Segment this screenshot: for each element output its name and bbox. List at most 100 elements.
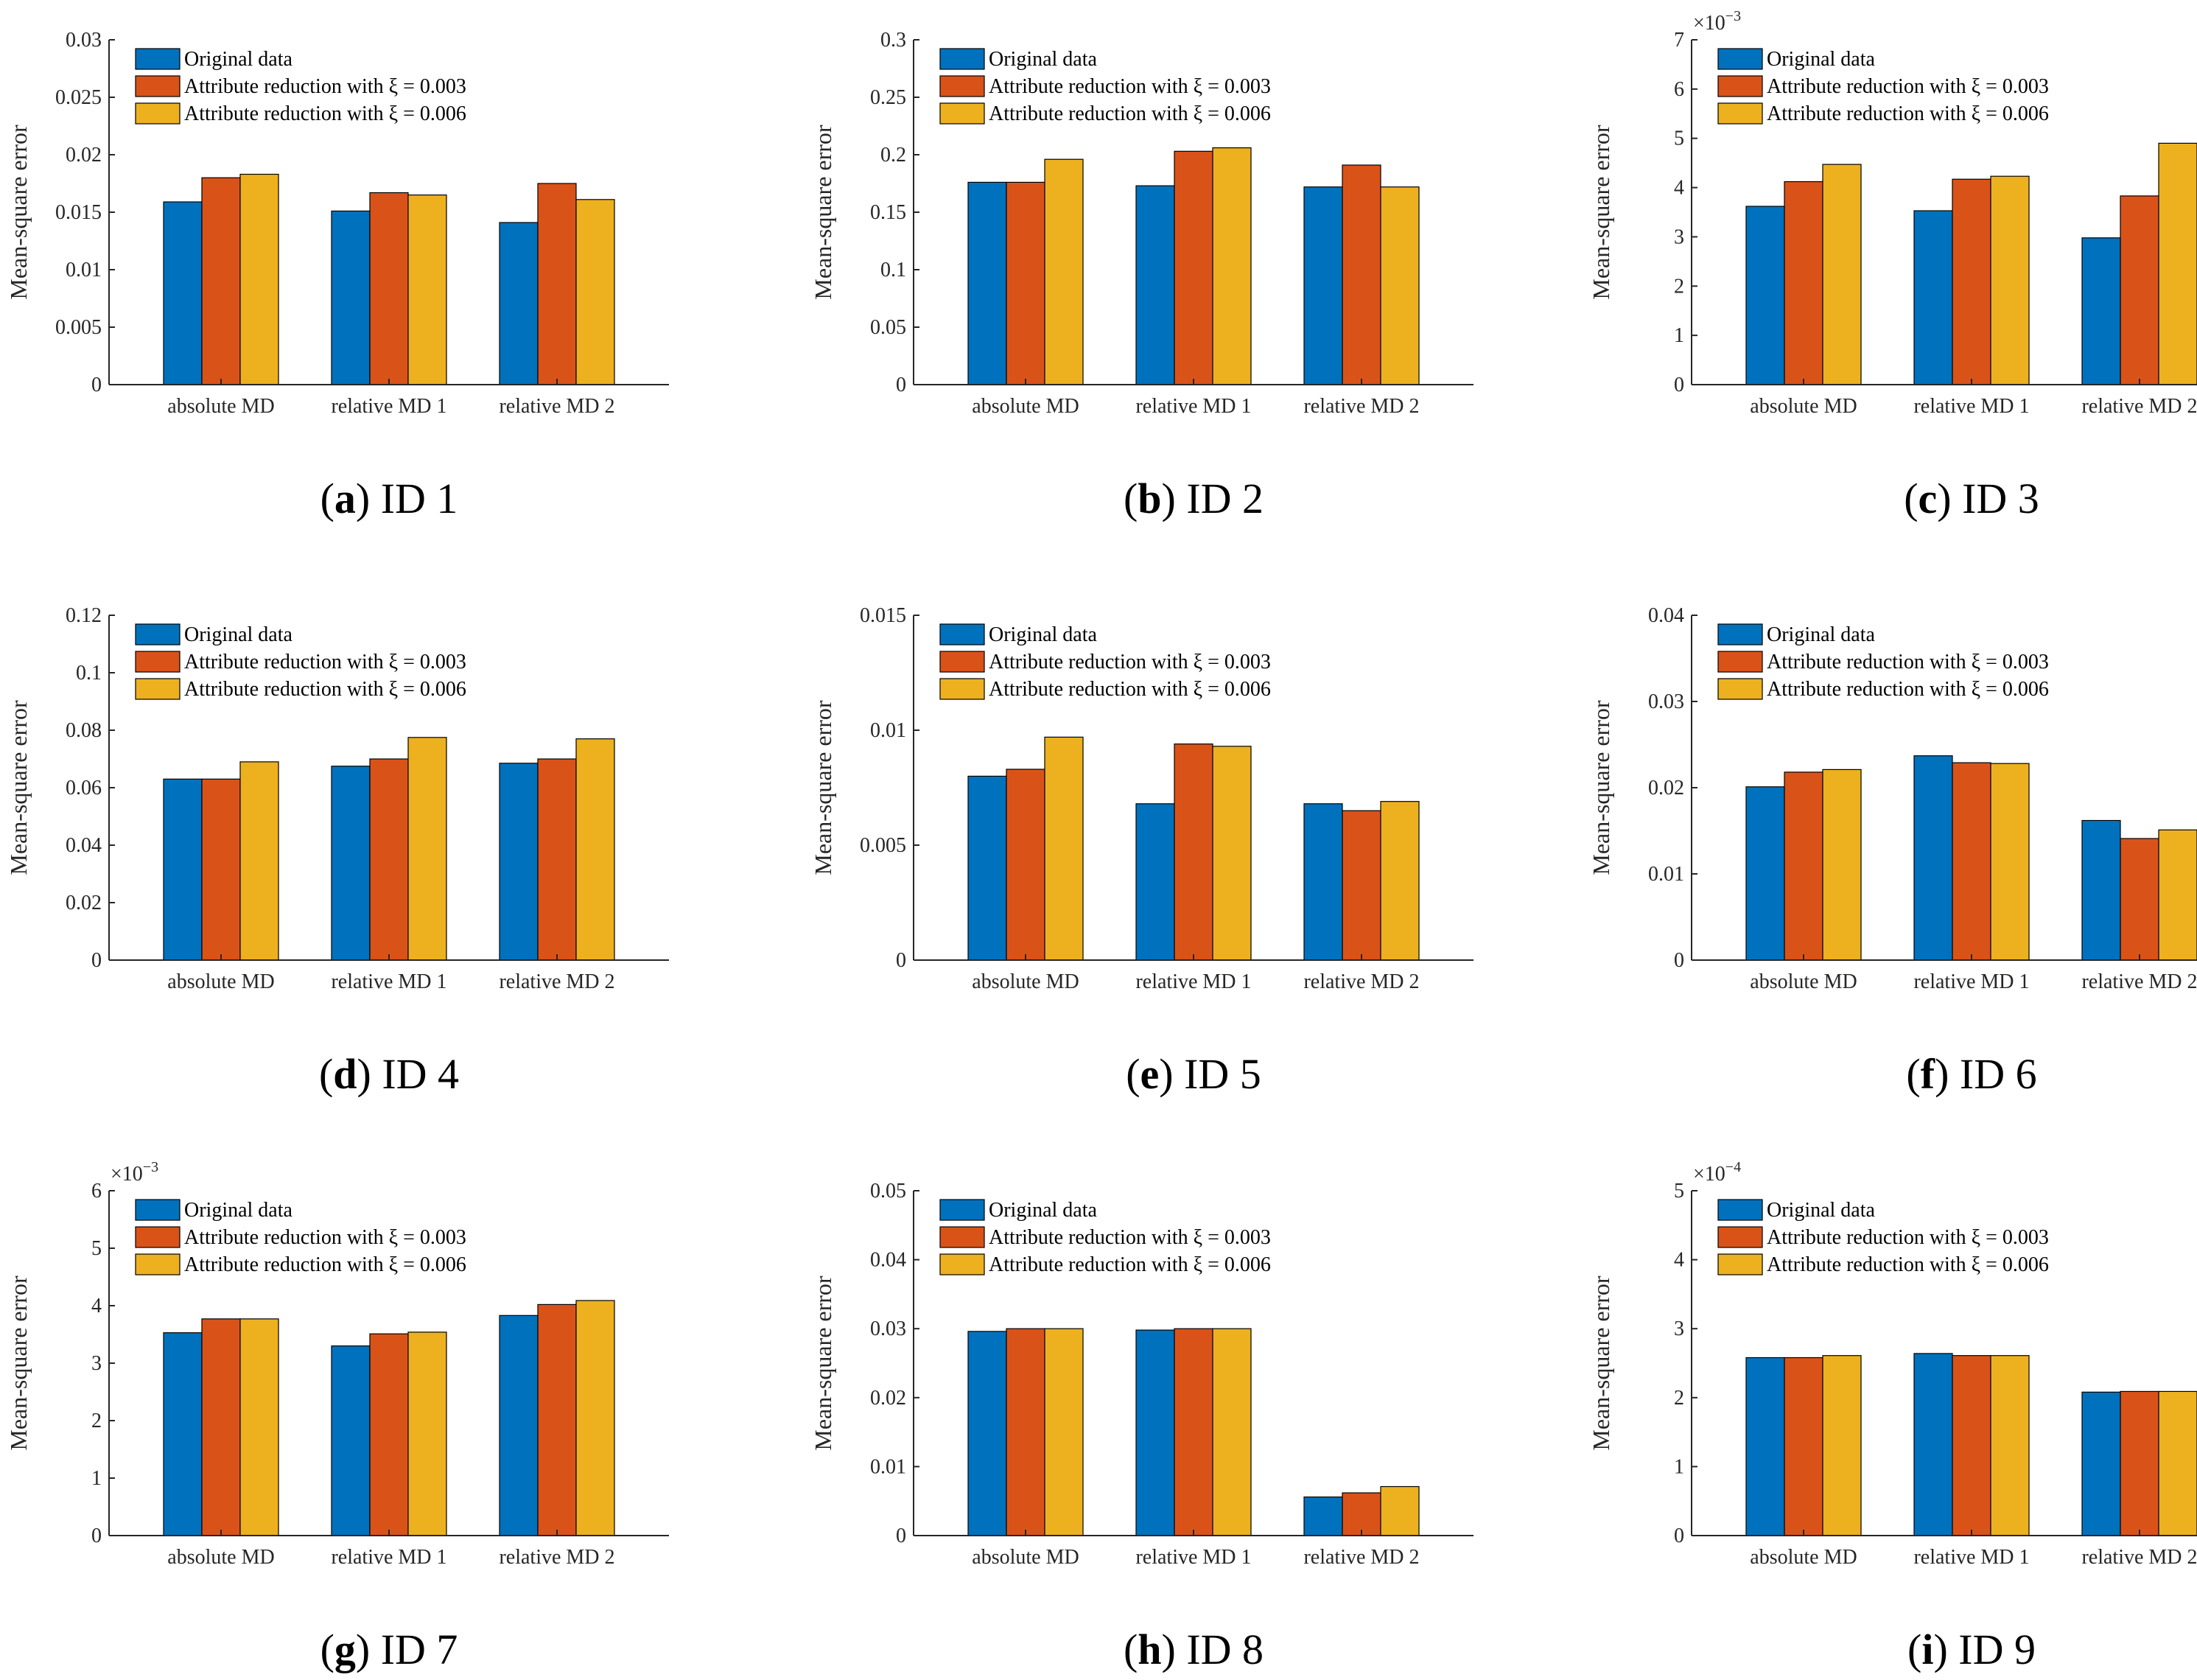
bar-b-3-s2 (1342, 164, 1381, 385)
bar-b-3-s1 (1303, 186, 1343, 385)
legend-swatch-1 (135, 48, 181, 70)
x-tick-label: absolute MD (167, 970, 274, 993)
y-tick-label: 0.1 (880, 259, 906, 281)
bar-h-1-s3 (1044, 1328, 1084, 1536)
bar-a-1-s2 (201, 177, 241, 385)
y-tick-label: 4 (1674, 177, 1684, 200)
y-axis-label: Mean-square error (5, 1275, 32, 1451)
legend-label-3: Attribute reduction with ξ = 0.006 (184, 678, 466, 701)
y-tick-label: 5 (1674, 1180, 1684, 1203)
bar-f-1-s1 (1745, 786, 1785, 961)
x-tick-label: absolute MD (972, 395, 1079, 418)
x-tick-label: absolute MD (1750, 1546, 1857, 1569)
caption: (f) ID 6 (1906, 1050, 2036, 1098)
bar-d-3-s1 (499, 763, 539, 961)
y-tick-label: 2 (1674, 275, 1684, 298)
caption: (e) ID 5 (1126, 1050, 1261, 1098)
bar-e-3-s1 (1303, 803, 1343, 961)
bar-e-1-s1 (967, 775, 1007, 961)
x-tick-label: absolute MD (972, 1546, 1079, 1569)
x-tick-label: relative MD 2 (1303, 1546, 1419, 1569)
y-tick-label: 0.1 (76, 662, 102, 685)
legend-label-3: Attribute reduction with ξ = 0.006 (1767, 678, 2049, 701)
y-tick-label: 0.005 (55, 316, 102, 339)
bar-d-2-s1 (331, 766, 371, 961)
bar-h-1-s2 (1006, 1328, 1045, 1536)
y-tick-label: 0.2 (880, 144, 906, 167)
x-tick-label: relative MD 1 (1913, 395, 2029, 418)
bar-h-2-s1 (1135, 1329, 1175, 1536)
caption: (g) ID 7 (320, 1625, 458, 1673)
chart-panel-f: 0 0.01 0.02 0.03 0.04 absolute MD relative MD … (1588, 604, 2197, 1098)
bar-h-3-s3 (1380, 1485, 1420, 1536)
caption: (h) ID 8 (1124, 1625, 1264, 1673)
bar-g-2-s2 (369, 1333, 409, 1536)
y-axis-label: Mean-square error (1588, 700, 1614, 875)
bar-f-2-s2 (1952, 762, 1991, 961)
chart-panel-g: 0 1 2 3 4 5 6 absolute MD relative MD 1 relative … (5, 1159, 669, 1673)
legend-swatch-1 (939, 48, 985, 70)
bar-f-1-s2 (1784, 771, 1823, 961)
bar-i-1-s1 (1745, 1357, 1785, 1536)
bar-a-2-s1 (331, 210, 371, 385)
legend: Original data Attribute reduction with ξ … (939, 48, 1271, 125)
legend: Original data Attribute reduction with ξ … (1717, 1199, 2049, 1276)
legend-swatch-1 (939, 623, 985, 645)
y-tick-label: 0.25 (870, 86, 906, 109)
bar-g-3-s2 (537, 1303, 577, 1536)
y-tick-label: 3 (1674, 1317, 1684, 1340)
bar-c-3-s2 (2120, 195, 2159, 385)
caption: (a) ID 1 (320, 475, 458, 522)
legend: Original data Attribute reduction with ξ … (135, 1199, 466, 1276)
chart-panel-d: 0 0.02 0.04 0.06 0.08 0.1 0.12 absolute MD relat… (5, 604, 669, 1098)
legend: Original data Attribute reduction with ξ … (1717, 48, 2049, 125)
legend-label-2: Attribute reduction with ξ = 0.003 (184, 75, 466, 98)
bar-d-3-s3 (575, 738, 615, 961)
x-tick-label: absolute MD (972, 970, 1079, 993)
legend-swatch-3 (1717, 678, 1763, 700)
bar-b-2-s3 (1212, 147, 1252, 385)
x-tick-label: relative MD 2 (2081, 970, 2197, 993)
bar-c-2-s2 (1952, 178, 1991, 385)
y-tick-label: 0 (91, 374, 102, 396)
y-tick-label: 0.03 (66, 29, 102, 52)
y-tick-label: 2 (1674, 1387, 1684, 1410)
bar-b-2-s1 (1135, 185, 1175, 385)
x-tick-label: relative MD 2 (499, 1546, 614, 1569)
y-tick-label: 0 (91, 1525, 102, 1547)
legend-label-1: Original data (989, 623, 1098, 646)
legend-label-1: Original data (184, 1199, 293, 1222)
y-tick-label: 0.02 (66, 144, 102, 167)
bar-h-2-s2 (1174, 1328, 1213, 1536)
bar-f-3-s3 (2158, 829, 2197, 961)
bar-i-3-s3 (2158, 1390, 2197, 1536)
legend-swatch-1 (939, 1199, 985, 1221)
axis-multiplier: ×10−3 (111, 1159, 158, 1186)
y-tick-label: 0.03 (870, 1317, 906, 1340)
legend-label-1: Original data (989, 1199, 1098, 1222)
y-tick-label: 0 (1674, 949, 1684, 972)
bar-c-3-s3 (2158, 142, 2197, 385)
x-tick-label: relative MD 2 (1303, 395, 1419, 418)
bar-d-3-s2 (537, 758, 577, 961)
legend-swatch-1 (135, 1199, 181, 1221)
bar-d-1-s3 (239, 761, 279, 961)
chart-panel-a: 0 0.005 0.01 0.015 0.02 0.025 0.03 absolute MD r… (5, 29, 669, 522)
bar-e-1-s2 (1006, 769, 1045, 961)
legend-label-1: Original data (184, 623, 293, 646)
legend-label-3: Attribute reduction with ξ = 0.006 (184, 102, 466, 125)
legend-swatch-1 (1717, 1199, 1763, 1221)
bar-b-1-s2 (1006, 181, 1045, 385)
y-axis-label: Mean-square error (810, 1275, 836, 1451)
y-tick-label: 4 (1674, 1249, 1684, 1272)
x-tick-label: relative MD 2 (2081, 395, 2197, 418)
legend-label-2: Attribute reduction with ξ = 0.003 (989, 75, 1271, 98)
bar-a-3-s1 (499, 222, 539, 385)
bar-h-1-s1 (967, 1331, 1007, 1536)
y-axis-label: Mean-square error (810, 125, 836, 300)
bar-e-3-s2 (1342, 810, 1381, 961)
y-tick-label: 0.01 (66, 259, 102, 281)
bar-f-1-s3 (1822, 769, 1862, 961)
bar-b-1-s3 (1044, 158, 1084, 385)
legend-swatch-3 (939, 678, 985, 700)
